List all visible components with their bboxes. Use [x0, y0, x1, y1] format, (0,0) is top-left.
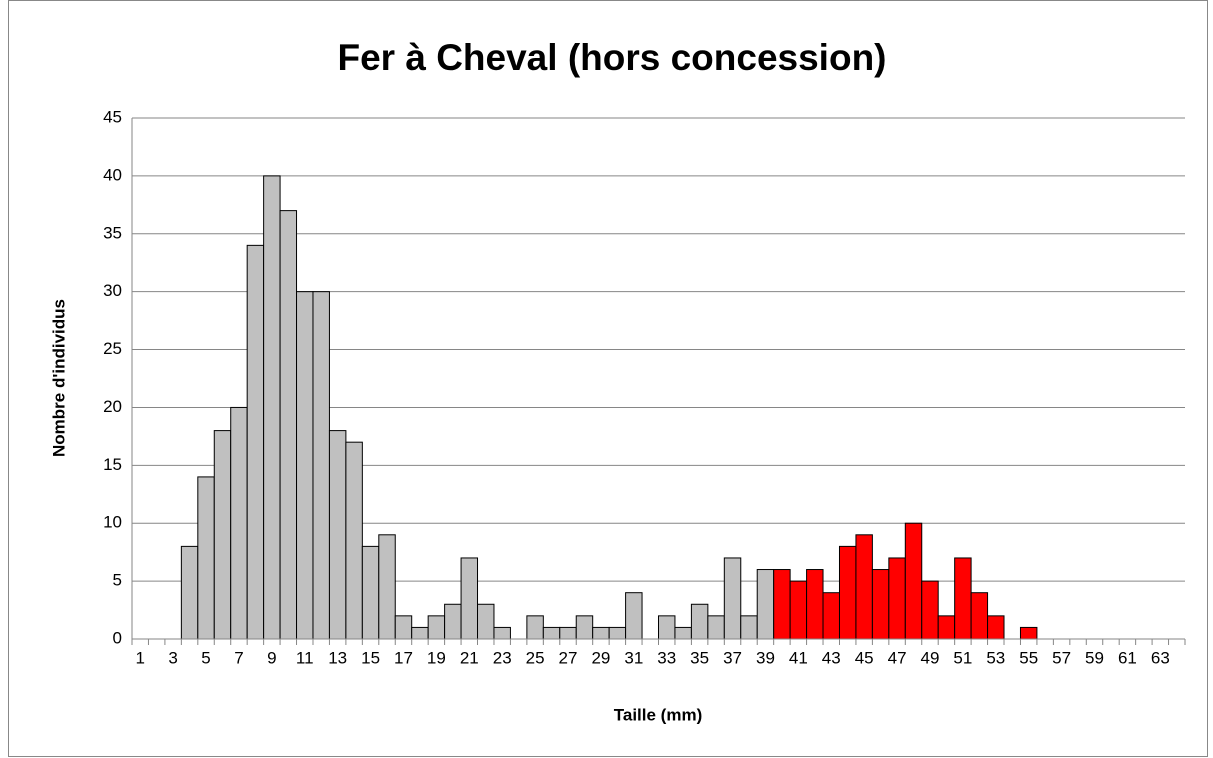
chart-title: Fer à Cheval (hors concession) [337, 37, 886, 78]
x-tick-label: 37 [723, 648, 742, 667]
y-tick-label: 40 [103, 165, 122, 184]
bar [740, 615, 758, 640]
bar [608, 626, 627, 640]
bar [937, 615, 956, 640]
y-axis-label: Nombre d'individus [49, 299, 68, 457]
bar [559, 626, 577, 640]
x-tick-label: 43 [822, 648, 841, 667]
bar [954, 557, 972, 640]
y-tick-label: 10 [103, 513, 122, 532]
bar [575, 615, 594, 640]
bar [970, 592, 989, 640]
x-tick-label: 53 [986, 648, 1005, 667]
bar [707, 615, 725, 640]
bar [394, 615, 413, 640]
x-tick-label: 47 [888, 648, 907, 667]
bar [822, 592, 840, 640]
bar [987, 615, 1005, 640]
y-tick-label: 0 [113, 628, 122, 647]
bar [180, 545, 199, 640]
x-tick-label: 31 [624, 648, 643, 667]
x-tick-label: 55 [1019, 648, 1038, 667]
x-tick-label: 49 [921, 648, 940, 667]
x-tick-label: 27 [559, 648, 578, 667]
y-tick-label: 15 [103, 455, 122, 474]
bar [230, 406, 248, 640]
y-tick-label: 25 [103, 339, 122, 358]
bar [427, 615, 446, 640]
bar [361, 545, 380, 640]
bar [296, 291, 314, 640]
bar [690, 603, 709, 640]
bar [904, 522, 923, 640]
x-tick-label: 17 [394, 648, 413, 667]
y-tick-label: 5 [113, 571, 122, 590]
x-tick-label: 45 [855, 648, 874, 667]
x-axis-label: Taille (mm) [614, 705, 702, 724]
bar [345, 441, 363, 640]
bar [526, 615, 544, 640]
x-tick-label: 15 [361, 648, 380, 667]
x-tick-label: 41 [789, 648, 808, 667]
x-tick-label: 19 [427, 648, 446, 667]
y-tick-label: 35 [103, 223, 122, 242]
x-tick-label: 13 [328, 648, 347, 667]
bar [477, 603, 495, 640]
x-tick-label: 57 [1052, 648, 1071, 667]
bar [213, 430, 232, 640]
bar [756, 569, 775, 640]
bar [328, 430, 347, 640]
bar [542, 626, 561, 640]
bar [263, 175, 281, 640]
chart-frame [8, 0, 1208, 757]
y-tick-label: 30 [103, 281, 122, 300]
bar [279, 210, 298, 640]
x-tick-label: 21 [460, 648, 479, 667]
x-tick-label: 59 [1085, 648, 1104, 667]
bar [888, 557, 906, 640]
y-tick-label: 20 [103, 397, 122, 416]
x-tick-label: 51 [953, 648, 972, 667]
x-tick-label: 61 [1118, 648, 1137, 667]
bar [411, 626, 429, 640]
x-tick-label: 1 [135, 648, 144, 667]
bar [1019, 626, 1038, 640]
x-tick-label: 7 [234, 648, 243, 667]
bar [723, 557, 742, 640]
bar [493, 626, 511, 640]
x-tick-label: 9 [267, 648, 276, 667]
bar [246, 244, 265, 640]
bar [312, 291, 330, 640]
bar [197, 476, 215, 640]
x-tick-label: 29 [591, 648, 610, 667]
bar [658, 615, 676, 640]
x-tick-label: 39 [756, 648, 775, 667]
x-tick-label: 11 [296, 648, 314, 667]
x-tick-label: 33 [657, 648, 676, 667]
bar [855, 534, 873, 640]
bar [378, 534, 396, 640]
bar [789, 580, 808, 640]
bar [921, 580, 939, 640]
x-tick-label: 25 [526, 648, 545, 667]
bar [592, 626, 610, 640]
x-tick-label: 23 [493, 648, 512, 667]
x-tick-label: 5 [201, 648, 210, 667]
x-tick-label: 3 [168, 648, 177, 667]
x-tick-label: 35 [690, 648, 709, 667]
bar [444, 603, 462, 640]
bar [674, 626, 692, 640]
bar [871, 569, 890, 640]
bar [838, 545, 857, 640]
bar [625, 592, 643, 640]
bar [773, 569, 791, 640]
bar [806, 569, 824, 640]
x-tick-label: 63 [1151, 648, 1170, 667]
y-tick-label: 45 [103, 107, 122, 126]
bar [460, 557, 479, 640]
